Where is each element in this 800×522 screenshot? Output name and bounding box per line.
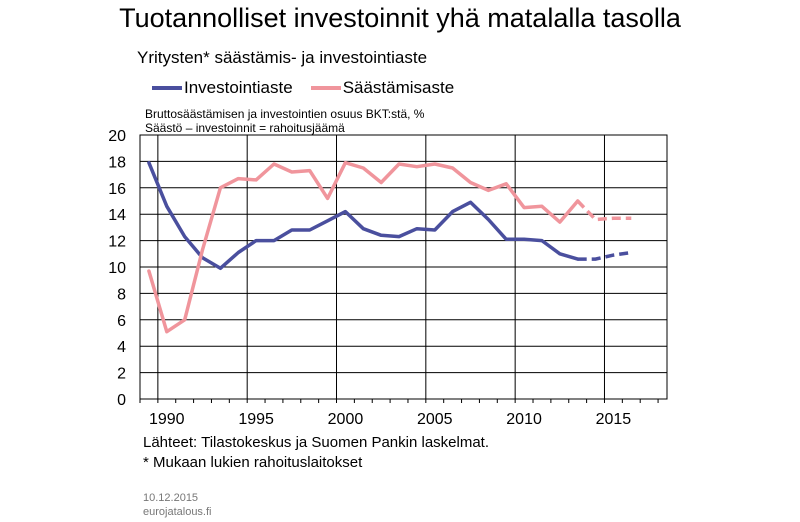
x-tick-label: 2005 (417, 411, 453, 428)
legend: Investointiaste Säästämisaste (152, 78, 472, 98)
x-tick-label: 2015 (596, 411, 632, 428)
series-line-investointiaste (147, 160, 580, 271)
x-tick-label: 2010 (506, 411, 542, 428)
x-tick-label: 1990 (149, 411, 185, 428)
legend-item-investointiaste: Investointiaste (152, 78, 293, 98)
site-name: eurojatalous.fi (143, 506, 212, 518)
publish-date: 10.12.2015 (143, 492, 199, 504)
y-tick-label: 10 (108, 260, 126, 277)
y-tick-label: 8 (117, 286, 126, 303)
x-tick-label: 1995 (238, 411, 274, 428)
sources-note: Lähteet: Tilastokeskus ja Suomen Pankin … (143, 433, 489, 473)
legend-label-saastamisaste: Säästämisaste (342, 78, 455, 97)
plot-frame (139, 134, 668, 400)
unit-note: Bruttosäästämisen ja investointien osuus… (145, 107, 424, 135)
y-tick-label: 0 (117, 392, 126, 409)
y-tick-label: 6 (117, 313, 126, 330)
y-tick-label: 4 (117, 339, 126, 356)
forecast-line-investointiaste (577, 250, 632, 261)
sources-text: Lähteet: Tilastokeskus ja Suomen Pankin … (143, 434, 490, 451)
y-tick-label: 20 (108, 128, 126, 145)
chart-title: Tuotannolliset investoinnit yhä matalall… (119, 3, 681, 33)
footnote-text: * Mukaan lukien rahoituslaitokset (143, 454, 363, 471)
series-line-saastamisaste (147, 160, 580, 334)
unit-line-1: Bruttosäästämisen ja investointien osuus… (145, 107, 425, 121)
legend-swatch-saastamisaste (310, 86, 341, 90)
unit-line-2: Säästö – investoinnit = rahoitusjäämä (145, 121, 345, 135)
chart-subtitle: Yritysten* säästämis- ja investointiaste (137, 48, 428, 67)
legend-label-investointiaste: Investointiaste (184, 78, 293, 97)
footer: 10.12.2015 eurojatalous.fi (143, 491, 212, 519)
x-tick-label: 2000 (328, 411, 364, 428)
y-tick-label: 14 (108, 207, 126, 224)
y-tick-label: 12 (108, 234, 126, 251)
y-tick-label: 16 (108, 181, 126, 198)
y-tick-label: 2 (117, 366, 126, 383)
forecast-line-saastamisaste (576, 199, 632, 222)
legend-item-saastamisaste: Säästämisaste (310, 78, 455, 98)
y-tick-label: 18 (108, 154, 126, 171)
legend-swatch-investointiaste (152, 86, 182, 90)
